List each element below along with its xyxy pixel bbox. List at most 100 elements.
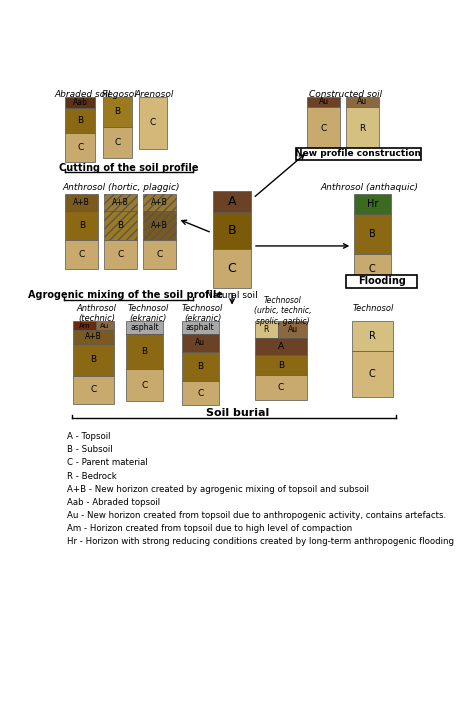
Text: New profile construction: New profile construction (295, 149, 421, 158)
Text: Abraded soil: Abraded soil (55, 91, 110, 100)
Bar (213, 249, 251, 288)
Bar (346, 107, 379, 149)
Text: Agrogenic mixing of the soil profile: Agrogenic mixing of the soil profile (27, 290, 223, 300)
Bar (346, 97, 379, 107)
Text: B: B (228, 224, 237, 237)
Text: B: B (114, 107, 120, 117)
Text: Technosol: Technosol (353, 304, 394, 312)
Text: C: C (228, 262, 237, 274)
Bar (104, 194, 137, 211)
Text: Flooding: Flooding (358, 276, 406, 286)
Text: C: C (197, 388, 203, 397)
Text: A+B - New horizon created by agrogenic mixing of topsoil and subsoil: A+B - New horizon created by agrogenic m… (67, 484, 369, 494)
Text: B: B (118, 220, 124, 230)
Bar (213, 190, 251, 212)
Bar (352, 322, 392, 351)
Text: R: R (369, 331, 376, 341)
Bar (104, 240, 137, 269)
Text: asphalt: asphalt (130, 323, 159, 332)
Bar (96, 322, 113, 330)
Bar (255, 322, 278, 338)
Bar (73, 376, 113, 404)
Text: Anthrosol
(technic): Anthrosol (technic) (76, 304, 117, 323)
Bar (255, 376, 307, 400)
Bar (182, 381, 219, 404)
Text: Constructed soil: Constructed soil (310, 91, 383, 100)
Text: Soil burial: Soil burial (206, 409, 269, 418)
Bar (65, 97, 95, 108)
Text: R: R (359, 124, 365, 133)
Bar (73, 322, 96, 330)
Bar (213, 212, 251, 249)
Text: C: C (90, 385, 97, 395)
Text: A+B: A+B (112, 197, 129, 206)
Text: Natural soil: Natural soil (206, 291, 258, 300)
Bar (255, 338, 307, 355)
Bar (104, 211, 137, 240)
Bar (307, 107, 340, 149)
Text: C: C (79, 250, 85, 259)
Text: B: B (79, 220, 85, 230)
Bar (143, 194, 175, 211)
Text: C - Parent material: C - Parent material (67, 458, 148, 468)
Bar (139, 97, 167, 149)
Text: A+B: A+B (73, 197, 90, 206)
Bar (346, 275, 417, 288)
Text: B: B (278, 361, 284, 370)
Bar (73, 330, 113, 344)
Bar (126, 333, 163, 369)
Text: C: C (77, 143, 83, 152)
Bar (307, 97, 340, 107)
Bar (65, 108, 95, 133)
Bar (182, 333, 219, 352)
Text: C: C (141, 380, 147, 390)
Text: B: B (90, 355, 96, 364)
Text: C: C (320, 124, 327, 133)
Text: Arenosol: Arenosol (134, 91, 173, 100)
Text: A: A (228, 194, 237, 208)
Text: B: B (197, 362, 203, 371)
Text: C: C (369, 264, 376, 274)
Text: A - Topsoil: A - Topsoil (67, 432, 110, 442)
Bar (73, 344, 113, 376)
Text: Technosol
(urbic, technic,
spolic, garbic): Technosol (urbic, technic, spolic, garbi… (254, 296, 311, 326)
Text: Regosol: Regosol (102, 91, 137, 100)
Bar (354, 253, 391, 284)
Text: R - Bedrock: R - Bedrock (67, 472, 117, 481)
Text: Au: Au (100, 323, 109, 329)
Text: Au: Au (195, 338, 205, 347)
Text: B: B (77, 116, 83, 125)
Text: C: C (150, 118, 156, 127)
Text: Au: Au (287, 325, 298, 334)
Bar (65, 240, 98, 269)
Text: Anthrosol (hortic, plaggic): Anthrosol (hortic, plaggic) (63, 183, 180, 192)
Text: C: C (369, 369, 376, 379)
Bar (103, 97, 132, 127)
Text: C: C (114, 138, 120, 147)
Text: Am - Horizon created from topsoil due to high level of compaction: Am - Horizon created from topsoil due to… (67, 524, 352, 533)
Text: C: C (118, 250, 124, 259)
Text: Hr - Horizon with strong reducing conditions created by long-term anthropogenic : Hr - Horizon with strong reducing condit… (67, 537, 454, 546)
Text: Cutting of the soil profile: Cutting of the soil profile (59, 163, 199, 173)
Bar (65, 133, 95, 162)
Bar (143, 240, 175, 269)
Bar (182, 352, 219, 381)
Text: B: B (141, 347, 147, 356)
Bar (65, 211, 98, 240)
Bar (352, 351, 392, 397)
Text: C: C (278, 383, 284, 392)
Text: A+B: A+B (151, 220, 168, 230)
Text: Technosol
(ekranic): Technosol (ekranic) (128, 304, 169, 323)
Text: Au - New horizon created from topsoil due to anthropogenic activity, contains ar: Au - New horizon created from topsoil du… (67, 511, 446, 519)
Text: A: A (278, 343, 284, 351)
Text: A+B: A+B (151, 197, 168, 206)
Text: Technosol
(ekranic): Technosol (ekranic) (182, 304, 223, 323)
Text: A+B: A+B (85, 332, 102, 341)
Text: Am: Am (79, 323, 91, 329)
Text: Anthrosol (anthaquic): Anthrosol (anthaquic) (320, 183, 418, 192)
Text: asphalt: asphalt (186, 323, 215, 332)
Text: Aab - Abraded topsoil: Aab - Abraded topsoil (67, 498, 160, 507)
Text: Au: Au (357, 98, 367, 107)
Bar (182, 322, 219, 333)
Bar (103, 127, 132, 158)
